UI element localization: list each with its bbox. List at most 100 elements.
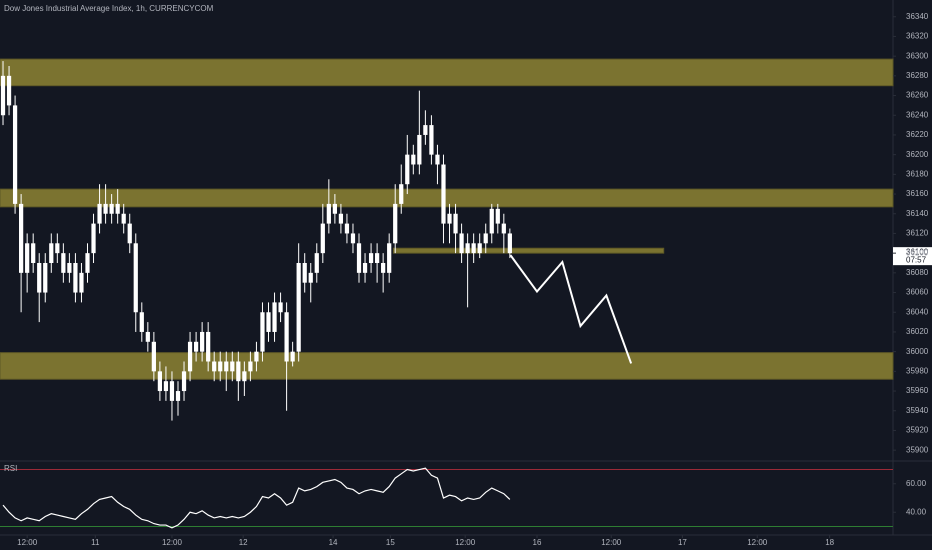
candle-body [242,371,247,382]
zone [0,188,894,208]
y-tick-label: 36140 [906,209,929,218]
candle-body [429,125,434,155]
y-tick-label: 35940 [906,406,929,415]
candle-body [181,371,187,392]
zone [0,352,894,380]
candle-body [356,243,362,273]
candle-body [151,341,156,372]
candle-body [6,75,12,106]
y-tick-label: 36180 [906,169,929,178]
candle-body [218,361,223,372]
candle-body [127,223,132,244]
chart-title: Dow Jones Industrial Average Index, 1h, … [4,4,214,13]
candle-body [85,253,90,273]
countdown: 07:57 [906,255,927,264]
x-tick-label: 15 [386,538,395,547]
candle-body [230,361,235,372]
x-tick-label: 12:00 [747,538,768,547]
candle-body [441,164,446,224]
candle-body [393,203,398,244]
candle-body [495,208,500,224]
candle-body [447,213,452,224]
candle-body [157,371,163,392]
candle-body [12,105,18,204]
y-tick-label: 36300 [906,51,929,60]
x-tick-label: 16 [533,538,542,547]
candle-body [338,213,344,224]
rsi-label: RSI [4,464,17,473]
x-tick-label: 18 [825,538,834,547]
candle-body [266,312,271,332]
candle-body [332,203,337,214]
candle-body [507,233,512,254]
x-tick-label: 12:00 [601,538,622,547]
y-tick-label: 36000 [906,347,929,356]
candle-body [350,233,356,244]
y-tick-label: 36280 [906,71,929,80]
candle-body [133,243,138,313]
candle-body [399,184,404,204]
candle-body [67,262,72,273]
candle-body [121,213,126,224]
candle-body [0,75,6,116]
candle-body [73,262,78,293]
y-tick-label: 36060 [906,288,929,297]
x-tick-label: 17 [678,538,687,547]
x-tick-label: 12:00 [162,538,183,547]
y-tick-label: 36120 [906,229,929,238]
candle-body [248,361,253,372]
candle-body [296,262,301,352]
candle-body [314,253,319,273]
price-label-box [893,247,932,266]
current-price: 36100 [906,247,929,256]
candle-body [483,233,488,244]
y-tick-label: 36040 [906,307,929,316]
candle-body [417,134,422,165]
candle-body [91,223,96,254]
candle-body [260,312,265,352]
candle-body [31,243,36,263]
candle-body [320,223,325,254]
zones [0,58,894,380]
rsi-tick-label: 40.00 [906,507,927,516]
candle-body [387,243,392,273]
candle-body [139,312,144,332]
y-tick-label: 35960 [906,386,929,395]
x-tick-label: 12:00 [455,538,476,547]
candle-body [200,331,205,352]
candle-body [19,203,24,273]
y-tick-label: 36340 [906,12,929,21]
candle-body [489,208,494,234]
candle-body [362,262,368,273]
y-tick-label: 35900 [906,445,929,454]
x-tick-label: 11 [91,538,100,547]
candle-body [459,233,464,254]
candle-body [103,203,108,214]
candle-body [374,253,380,263]
candle-body [25,243,30,273]
y-tick-label: 35920 [906,426,929,435]
candle-body [254,351,259,362]
candle-body [175,391,181,401]
y-tick-label: 36080 [906,268,929,277]
candle-body [272,302,277,332]
candle-body [477,243,482,254]
zone [392,247,665,254]
y-tick-label: 36160 [906,189,929,198]
candle-body [163,381,169,392]
candle-body [326,203,331,224]
y-tick-label: 36200 [906,150,929,159]
candle-body [187,341,193,372]
candle-body [344,223,350,234]
y-tick-label: 36100 [906,248,929,257]
candle-body [169,381,175,401]
candle-body [471,243,476,254]
candle-body [284,312,289,362]
y-tick-label: 35980 [906,366,929,375]
candle-body [278,302,283,313]
candle-body [61,253,66,273]
candle-body [453,213,458,234]
